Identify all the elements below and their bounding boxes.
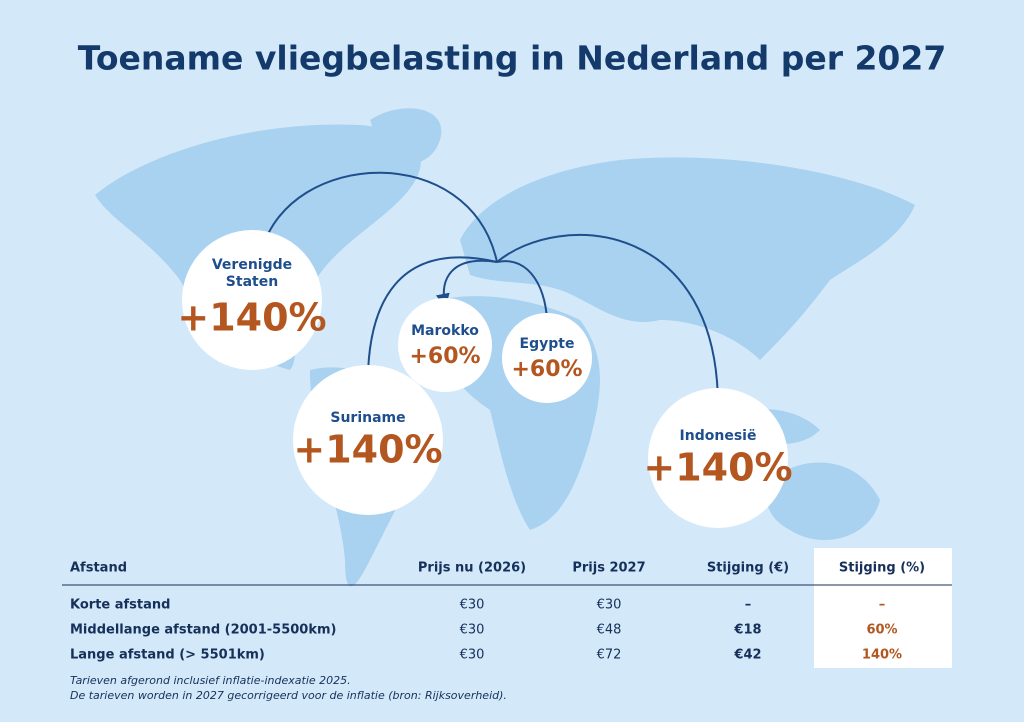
destination-circle [293, 365, 443, 515]
table-cell: – [745, 598, 752, 613]
table-cell: 140% [862, 648, 902, 663]
destination-percentage: +140% [293, 428, 442, 472]
footnote: Tarieven afgerond inclusief inflatie-ind… [70, 674, 351, 687]
title: Toename vliegbelasting in Nederland per … [78, 39, 947, 78]
table-cell: – [879, 598, 886, 613]
footnote: De tarieven worden in 2027 gecorrigeerd … [70, 689, 507, 702]
table-cell: €72 [597, 648, 622, 663]
destination-circle [398, 298, 492, 392]
table-cell: Lange afstand (> 5501km) [70, 648, 265, 663]
table-cell: €30 [460, 648, 485, 663]
table-cell: Middellange afstand (2001-5500km) [70, 623, 336, 638]
destination-circles: Verenigde Staten +140% Marokko +60% Egypte +60… [177, 230, 793, 528]
table-header: Prijs 2027 [572, 561, 645, 576]
destination-label: Marokko [411, 323, 479, 339]
table-header: Stijging (%) [839, 561, 925, 576]
destination-circle [502, 313, 592, 403]
table-cell: 60% [866, 623, 897, 638]
destination-circle [182, 230, 322, 370]
destination-percentage: +60% [409, 344, 480, 369]
table-cell: €42 [733, 648, 761, 663]
table-cell: €30 [460, 598, 485, 613]
table-cell: €18 [733, 623, 761, 638]
highlight-column [814, 548, 952, 668]
destination-label: Egypte [520, 336, 575, 352]
destination-percentage: +60% [511, 357, 582, 382]
table-cell: Korte afstand [70, 598, 170, 613]
destination-label: Verenigde Staten [212, 257, 292, 290]
table-header: Stijging (€) [707, 561, 789, 576]
table-header: Afstand [70, 561, 127, 576]
table-header: Prijs nu (2026) [418, 561, 526, 576]
destination-label: Indonesië [680, 428, 757, 444]
destination-percentage: +140% [643, 446, 792, 490]
table-cell: €48 [597, 623, 622, 638]
table-cell: €30 [460, 623, 485, 638]
destination-percentage: +140% [177, 296, 326, 340]
destination-label: Suriname [330, 410, 405, 426]
table-cell: €30 [597, 598, 622, 613]
tariff-table: Afstand Prijs nu (2026) Prijs 2027 Stijging… [62, 548, 952, 702]
destination-circle [648, 388, 788, 528]
